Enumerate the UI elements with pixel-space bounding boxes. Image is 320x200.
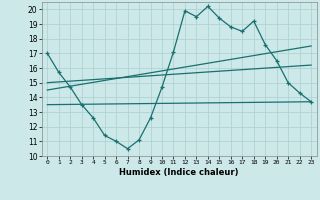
X-axis label: Humidex (Indice chaleur): Humidex (Indice chaleur) [119,168,239,177]
